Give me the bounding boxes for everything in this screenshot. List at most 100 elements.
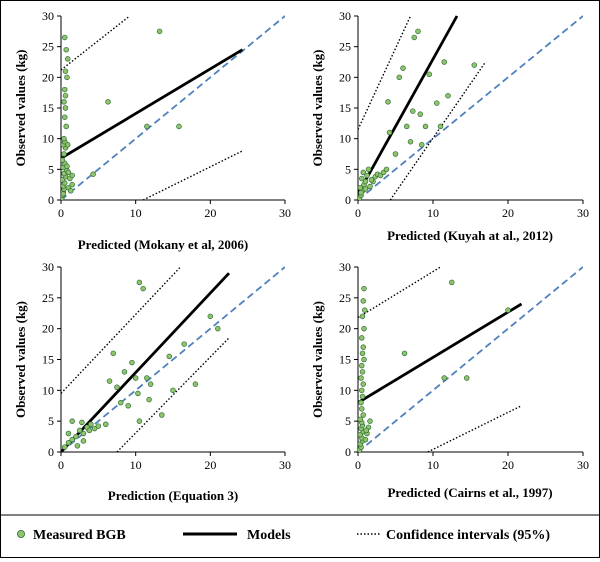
data-point [358,399,364,406]
data-point [73,433,79,440]
x-tick-label: 20 [502,458,514,472]
x-tick-label: 0 [355,206,361,220]
data-point [170,387,176,394]
y-tick-label: 30 [339,260,351,274]
x-tick-label: 10 [427,206,439,220]
data-point [144,375,150,381]
data-point [359,175,365,182]
data-point [361,356,367,363]
data-point [106,378,113,384]
data-point [69,172,75,179]
x-tick-label: 30 [279,206,291,220]
legend-label-confidence: Confidence intervals (95%) [386,528,550,543]
y-tick-label: 0 [48,445,54,459]
data-point [392,151,399,157]
data-point [360,412,367,418]
y-tick-label: 10 [42,132,54,146]
data-point [61,151,67,157]
data-point [415,28,421,35]
y-tick-label: 0 [345,445,351,459]
data-point [69,436,75,443]
y-tick-label: 25 [42,40,54,54]
data-point [365,166,372,173]
y-axis-label: Observed values (kg) [13,301,28,418]
model-line [61,272,231,452]
data-point [159,412,165,418]
data-point [400,65,406,71]
plot-area [358,15,583,200]
y-tick-label: 25 [339,291,351,305]
data-point [181,341,187,347]
data-point [362,436,369,443]
data-point [61,444,68,450]
data-point [192,381,199,387]
y-axis-label: Observed values (kg) [310,301,325,418]
confidence-lower-line [427,405,522,452]
x-tick-label: 10 [427,458,439,472]
data-point [360,298,367,304]
data-point [61,157,66,163]
data-point [464,375,470,381]
data-point [90,171,96,177]
data-point [135,390,141,397]
confidence-upper-line [61,266,181,394]
x-tick-label: 20 [502,206,514,220]
data-point [359,362,365,369]
x-axis-label: Prediction (Equation 3) [108,488,239,503]
y-tick-label: 0 [345,193,351,207]
confidence-upper-line [61,15,131,71]
data-point [368,177,375,183]
data-point [358,189,364,196]
y-tick-label: 25 [42,291,54,305]
data-point [61,99,67,105]
x-tick-label: 20 [204,458,216,472]
data-point [62,68,69,74]
data-point [385,99,391,105]
data-point [358,375,364,381]
data-point [419,142,425,148]
data-point [136,279,143,286]
plot-area [61,266,285,452]
data-point [410,108,416,114]
one-to-one-line [61,15,285,200]
data-point [63,123,69,130]
data-point [114,384,120,391]
chart-panel-2: 0 5 10 15 20 25 30 0 10 20 30 Predicted (Kuyah at a… [310,9,589,243]
data-point [422,123,429,130]
data-point [144,123,150,130]
data-point [80,430,87,437]
data-point [79,419,85,426]
legend-label-models: Models [247,528,291,543]
data-point [396,74,403,81]
data-point [361,285,367,292]
x-axis-label: Predicted (Kuyah at al., 2012) [387,228,553,243]
x-tick-label: 10 [130,458,142,472]
chart-panel-3: 0 5 10 15 20 25 30 0 10 20 30 Prediction (Equation … [13,260,291,503]
y-tick-label: 5 [345,162,351,176]
data-point [363,427,370,434]
x-tick-label: 10 [130,206,142,220]
data-point [61,135,67,142]
model-line [358,302,523,404]
y-tick-label: 15 [339,353,351,367]
data-point [121,369,128,375]
data-point [358,416,363,423]
data-point [359,387,365,394]
data-point [362,186,369,192]
data-point [434,100,440,106]
data-point [360,169,367,176]
x-axis-label: Predicted (Mokany et al, 2006) [78,237,249,252]
legend: Measured BGB Models Confidence intervals… [1,514,599,543]
x-tick-label: 30 [279,458,291,472]
y-tick-label: 20 [42,322,54,336]
plot-area [358,266,583,452]
data-point [362,307,368,313]
y-tick-label: 30 [339,9,351,23]
data-point [404,123,410,130]
model-line [358,15,459,195]
x-tick-label: 20 [204,206,216,220]
y-tick-label: 25 [339,40,351,54]
data-point [61,191,66,197]
data-point [64,56,71,62]
data-point [437,123,444,130]
